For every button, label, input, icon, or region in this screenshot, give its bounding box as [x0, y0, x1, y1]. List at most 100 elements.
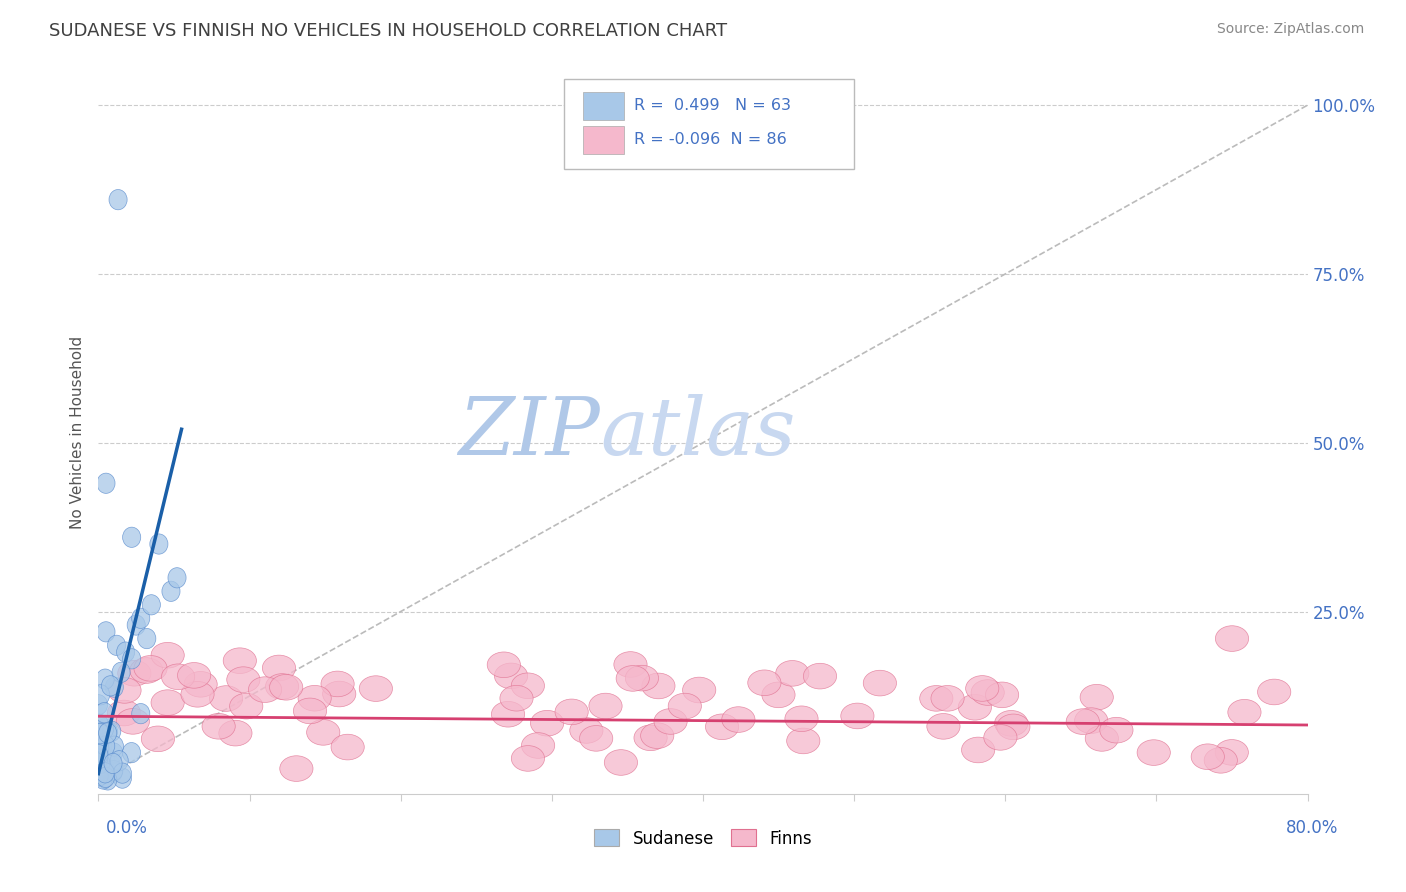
Ellipse shape	[994, 711, 1028, 736]
Ellipse shape	[107, 635, 125, 656]
Ellipse shape	[127, 615, 145, 635]
Ellipse shape	[298, 685, 332, 711]
Ellipse shape	[184, 672, 218, 698]
Ellipse shape	[107, 700, 141, 726]
Ellipse shape	[263, 655, 295, 681]
Text: atlas: atlas	[600, 394, 796, 471]
Ellipse shape	[104, 743, 122, 764]
Text: ZIP: ZIP	[458, 394, 600, 471]
Ellipse shape	[105, 677, 124, 698]
Ellipse shape	[569, 718, 603, 743]
Ellipse shape	[1215, 626, 1249, 651]
Ellipse shape	[512, 673, 544, 698]
Ellipse shape	[97, 761, 115, 781]
Ellipse shape	[1257, 679, 1291, 705]
Text: 80.0%: 80.0%	[1286, 819, 1339, 837]
Ellipse shape	[721, 706, 755, 732]
Ellipse shape	[97, 736, 115, 756]
Ellipse shape	[162, 582, 180, 601]
Ellipse shape	[762, 682, 794, 707]
Ellipse shape	[132, 608, 150, 629]
Ellipse shape	[614, 652, 647, 677]
Ellipse shape	[962, 737, 995, 763]
Ellipse shape	[94, 769, 112, 789]
Ellipse shape	[706, 714, 738, 739]
Ellipse shape	[101, 676, 120, 696]
Ellipse shape	[501, 685, 533, 711]
Ellipse shape	[104, 761, 122, 780]
Ellipse shape	[90, 753, 108, 773]
Ellipse shape	[142, 595, 160, 615]
Ellipse shape	[110, 751, 128, 771]
FancyBboxPatch shape	[564, 78, 855, 169]
Ellipse shape	[605, 749, 637, 775]
Ellipse shape	[224, 648, 256, 673]
Ellipse shape	[841, 703, 875, 729]
Ellipse shape	[589, 693, 621, 719]
Text: R =  0.499   N = 63: R = 0.499 N = 63	[634, 98, 792, 112]
Ellipse shape	[776, 660, 808, 686]
Ellipse shape	[668, 693, 702, 719]
Ellipse shape	[97, 748, 115, 769]
Ellipse shape	[97, 767, 114, 788]
Ellipse shape	[122, 648, 141, 669]
Ellipse shape	[93, 757, 111, 778]
FancyBboxPatch shape	[583, 92, 624, 120]
Ellipse shape	[1099, 717, 1133, 743]
Ellipse shape	[181, 681, 214, 707]
Ellipse shape	[270, 674, 302, 700]
Ellipse shape	[863, 670, 897, 696]
Ellipse shape	[98, 770, 117, 790]
Ellipse shape	[167, 567, 186, 588]
Ellipse shape	[96, 763, 114, 783]
Ellipse shape	[294, 698, 326, 723]
Ellipse shape	[96, 763, 114, 782]
Ellipse shape	[931, 685, 965, 711]
Ellipse shape	[101, 755, 120, 775]
Ellipse shape	[103, 721, 121, 741]
Ellipse shape	[229, 693, 263, 719]
Ellipse shape	[97, 622, 115, 642]
Ellipse shape	[920, 686, 953, 711]
Ellipse shape	[1137, 739, 1170, 765]
Ellipse shape	[98, 723, 117, 743]
Ellipse shape	[122, 742, 141, 763]
Ellipse shape	[100, 722, 118, 742]
Ellipse shape	[114, 763, 131, 783]
Ellipse shape	[112, 662, 131, 682]
Ellipse shape	[91, 685, 110, 705]
Ellipse shape	[90, 764, 108, 784]
Y-axis label: No Vehicles in Household: No Vehicles in Household	[69, 336, 84, 529]
Ellipse shape	[150, 534, 167, 554]
Ellipse shape	[488, 652, 520, 678]
Ellipse shape	[177, 663, 211, 689]
Ellipse shape	[321, 671, 354, 697]
Ellipse shape	[786, 728, 820, 754]
Ellipse shape	[202, 714, 235, 739]
Ellipse shape	[90, 714, 108, 734]
Ellipse shape	[641, 723, 673, 748]
Ellipse shape	[132, 704, 150, 723]
Ellipse shape	[307, 720, 340, 745]
Ellipse shape	[641, 673, 675, 698]
Ellipse shape	[226, 667, 260, 692]
Ellipse shape	[522, 732, 555, 758]
Ellipse shape	[150, 690, 184, 715]
Ellipse shape	[105, 736, 124, 756]
Ellipse shape	[626, 665, 658, 691]
Ellipse shape	[1085, 725, 1118, 751]
Ellipse shape	[530, 710, 564, 736]
Ellipse shape	[555, 699, 588, 724]
Ellipse shape	[803, 664, 837, 689]
Text: 0.0%: 0.0%	[105, 819, 148, 837]
Ellipse shape	[91, 764, 110, 784]
Ellipse shape	[616, 665, 650, 691]
Ellipse shape	[785, 706, 818, 731]
Ellipse shape	[96, 719, 114, 739]
Ellipse shape	[117, 708, 149, 734]
Ellipse shape	[134, 656, 167, 681]
Ellipse shape	[91, 739, 108, 758]
Ellipse shape	[1204, 747, 1237, 773]
Ellipse shape	[330, 734, 364, 760]
Ellipse shape	[90, 749, 107, 769]
